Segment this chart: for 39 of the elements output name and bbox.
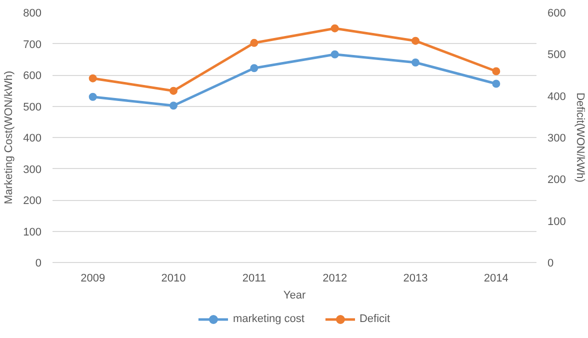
point (412, 58, 420, 66)
y-tick-label: 300 (23, 164, 42, 176)
point (330, 50, 339, 58)
point (88, 92, 97, 101)
y2-tick-label: 400 (548, 90, 566, 103)
y2-axis-title: Deficit(WON/kWh) (574, 92, 586, 182)
x-tick-label: 2011 (242, 272, 266, 284)
legend-label: marketing cost (232, 313, 304, 325)
point (170, 86, 178, 95)
point (170, 102, 178, 110)
x-tick-label: 2013 (403, 272, 428, 284)
point (88, 74, 97, 82)
y-axis-title: Marketing Cost(WON/kWh) (3, 70, 16, 204)
y-tick-label: 700 (23, 38, 42, 51)
x-tick-label: 2009 (80, 272, 106, 284)
y2-tick-label: 200 (548, 174, 566, 186)
y-tick-label: 0 (35, 258, 42, 270)
point (250, 64, 258, 72)
y-tick-label: 800 (23, 8, 42, 20)
y-tick-label: 600 (23, 70, 42, 82)
x-tick-label: 2014 (484, 272, 508, 284)
x-tick-label: 2010 (161, 272, 186, 284)
y2-tick-label: 100 (548, 216, 566, 228)
y-tick-label: 200 (23, 195, 42, 207)
y2-tick-label: 300 (548, 132, 566, 144)
y-tick-label: 100 (23, 226, 42, 238)
y2-tick-label: 600 (548, 8, 566, 20)
y-tick-label: 500 (23, 101, 42, 114)
point (330, 24, 339, 32)
point (492, 67, 500, 76)
x-axis-title: Year (283, 290, 306, 302)
legend-label: Deficit (359, 313, 390, 325)
point (492, 80, 500, 88)
point (412, 36, 420, 45)
y2-tick-label: 0 (548, 258, 554, 270)
y2-tick-label: 500 (548, 49, 566, 62)
y-tick-label: 400 (23, 132, 42, 144)
point (250, 38, 258, 47)
x-tick-label: 2012 (322, 272, 348, 284)
